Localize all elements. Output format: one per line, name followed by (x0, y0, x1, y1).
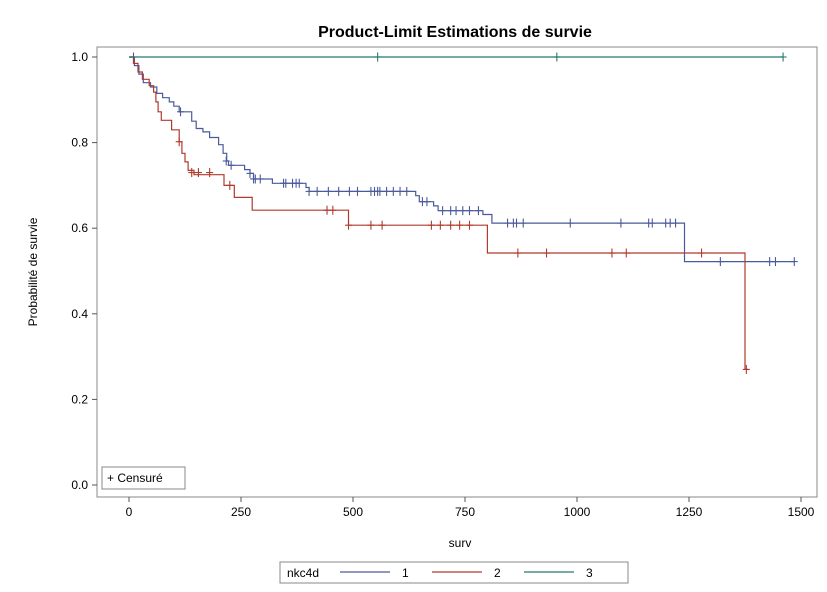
x-tick-label: 750 (455, 505, 475, 519)
x-tick-label: 1500 (788, 505, 815, 519)
legend-title: nkc4d (287, 566, 319, 580)
legend: nkc4d 1 2 3 (279, 561, 629, 584)
y-axis: 0.0 0.2 0.4 0.6 0.8 1.0 (71, 50, 97, 492)
legend-label-3: 3 (586, 566, 593, 580)
series-1-line (129, 56, 795, 263)
censored-legend-frame (101, 466, 186, 490)
y-tick-label: 0.0 (71, 478, 88, 492)
y-tick-label: 0.8 (71, 136, 88, 150)
x-axis: 0 250 500 750 1000 1250 1500 (126, 497, 815, 519)
y-tick-label: 0.6 (71, 221, 88, 235)
censored-legend-box: + Censuré (101, 466, 186, 490)
x-tick-label: 500 (343, 505, 363, 519)
series-layer (129, 52, 798, 374)
censored-legend-label: + Censuré (107, 471, 163, 485)
legend-label-1: 1 (402, 566, 409, 580)
x-tick-label: 1000 (564, 505, 591, 519)
legend-label-2: 2 (494, 566, 501, 580)
y-axis-label: Probabilité de survie (26, 217, 40, 326)
x-tick-label: 250 (231, 505, 251, 519)
x-tick-label: 1250 (676, 505, 703, 519)
x-tick-label: 0 (126, 505, 133, 519)
plot-frame (96, 46, 818, 498)
legend-items: 1 2 3 (340, 566, 593, 580)
y-tick-label: 1.0 (71, 50, 88, 64)
y-tick-label: 0.4 (71, 307, 88, 321)
series-2-line (129, 56, 749, 370)
x-axis-label: surv (449, 536, 472, 550)
chart-title: Product-Limit Estimations de survie (318, 24, 592, 41)
y-tick-label: 0.2 (71, 392, 88, 406)
